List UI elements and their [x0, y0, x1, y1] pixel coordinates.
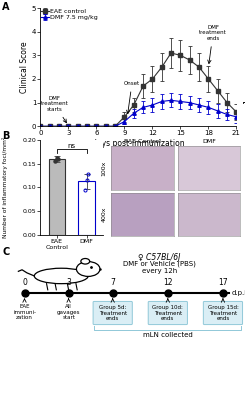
Text: Group 5d:
Treatment
ends: Group 5d: Treatment ends	[99, 305, 127, 321]
FancyBboxPatch shape	[203, 302, 243, 324]
FancyBboxPatch shape	[148, 302, 187, 324]
Text: EAE
immuni-
zation: EAE immuni- zation	[13, 304, 36, 320]
Y-axis label: Number of inflammatory foci/mm²: Number of inflammatory foci/mm²	[2, 137, 8, 238]
X-axis label: days post-immunization: days post-immunization	[92, 139, 185, 148]
Text: All
gavages
start: All gavages start	[57, 304, 80, 320]
Text: 3: 3	[66, 278, 71, 287]
Text: 7: 7	[110, 278, 115, 287]
Ellipse shape	[34, 268, 88, 284]
Y-axis label: Clinical Score: Clinical Score	[20, 41, 29, 93]
Text: A: A	[2, 2, 10, 12]
Text: B: B	[2, 131, 10, 141]
Text: Onset: Onset	[124, 81, 140, 113]
Text: mLN collected: mLN collected	[143, 332, 193, 338]
Text: ns: ns	[68, 143, 76, 149]
Text: DMF
treatment
starts: DMF treatment starts	[41, 95, 68, 123]
Text: 12: 12	[163, 278, 172, 287]
Bar	[49, 159, 65, 235]
Text: Group 10d:
Treatment
ends: Group 10d: Treatment ends	[152, 305, 183, 321]
Bar	[78, 181, 95, 235]
Text: 17: 17	[218, 278, 228, 287]
Text: DMF or Vehicle (PBS)
every 12h: DMF or Vehicle (PBS) every 12h	[123, 261, 196, 274]
Text: Group 15d:
Treatment
ends: Group 15d: Treatment ends	[208, 305, 238, 321]
Text: 100x: 100x	[102, 160, 107, 176]
Circle shape	[76, 261, 100, 276]
Text: 400x: 400x	[102, 207, 107, 222]
Text: DMF: DMF	[202, 140, 216, 144]
Legend: EAE control, DMF 7.5 mg/kg: EAE control, DMF 7.5 mg/kg	[41, 9, 98, 20]
Text: DMF
treatment
ends: DMF treatment ends	[199, 24, 227, 63]
Text: C: C	[2, 247, 10, 257]
Text: EAE Control: EAE Control	[124, 140, 161, 144]
Text: d.p.i.: d.p.i.	[232, 290, 245, 296]
Text: ♀ C57BL/6J: ♀ C57BL/6J	[138, 253, 180, 262]
FancyBboxPatch shape	[93, 302, 132, 324]
Circle shape	[81, 259, 90, 264]
Text: 0: 0	[22, 278, 27, 287]
